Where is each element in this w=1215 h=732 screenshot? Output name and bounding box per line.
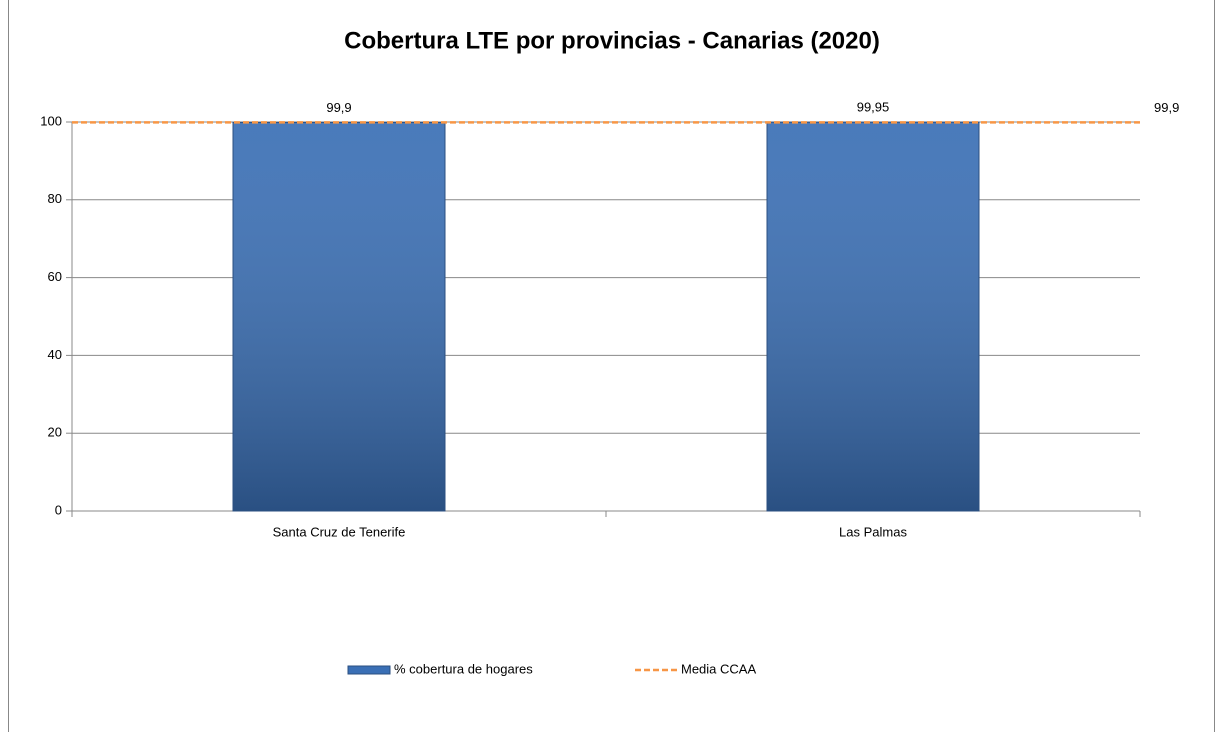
- y-tick-label: 0: [55, 502, 62, 517]
- y-tick-label: 40: [48, 347, 62, 362]
- legend-label: Media CCAA: [681, 661, 756, 676]
- data-label: 99,9: [326, 100, 351, 115]
- x-tick-label: Santa Cruz de Tenerife: [273, 524, 406, 539]
- chart-title: Cobertura LTE por provincias - Canarias …: [344, 27, 880, 54]
- y-tick-label: 80: [48, 191, 62, 206]
- y-tick-label: 100: [40, 113, 62, 128]
- y-tick-label: 60: [48, 269, 62, 284]
- data-label: 99,95: [857, 100, 890, 115]
- bar-shade: [232, 121, 446, 512]
- y-tick-label: 20: [48, 425, 62, 440]
- x-tick-label: Las Palmas: [839, 524, 907, 539]
- legend-swatch: [347, 665, 391, 675]
- bar-shade: [766, 121, 980, 512]
- data-label: 99,9: [1154, 100, 1179, 115]
- chart-frame: [8, 0, 1215, 732]
- legend-label: % cobertura de hogares: [394, 661, 533, 676]
